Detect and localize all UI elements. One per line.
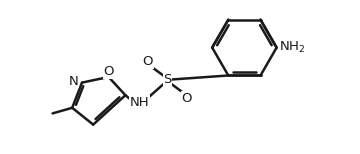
Text: NH: NH xyxy=(130,96,149,109)
Text: O: O xyxy=(143,55,153,68)
Text: S: S xyxy=(163,73,172,86)
Text: N: N xyxy=(69,75,78,88)
Text: O: O xyxy=(182,91,192,105)
Text: O: O xyxy=(103,65,114,78)
Text: NH$_2$: NH$_2$ xyxy=(279,40,305,55)
